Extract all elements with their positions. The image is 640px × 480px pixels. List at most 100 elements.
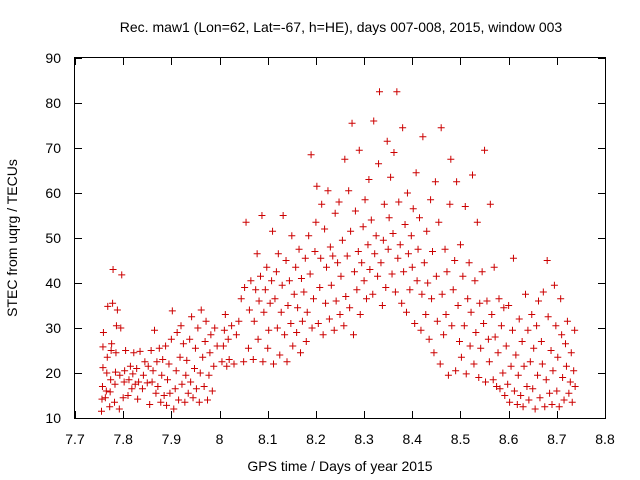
data-point (240, 358, 248, 366)
data-point (523, 383, 531, 390)
data-point (268, 277, 276, 285)
data-point (111, 398, 119, 406)
data-point (372, 232, 380, 240)
data-point (515, 315, 523, 323)
data-point (221, 311, 229, 318)
data-point (289, 342, 297, 350)
data-point (294, 304, 302, 312)
data-point (101, 394, 109, 402)
data-point (444, 371, 452, 379)
data-point (537, 338, 545, 345)
data-point (157, 398, 165, 406)
data-point (201, 338, 209, 345)
data-point (271, 295, 279, 303)
data-point (197, 306, 205, 314)
data-point (549, 367, 557, 375)
data-point (467, 308, 475, 316)
data-point (507, 362, 515, 370)
data-point (491, 333, 499, 341)
data-point (382, 284, 390, 291)
data-point (311, 248, 319, 255)
data-point (364, 241, 372, 249)
data-point (182, 371, 190, 379)
data-point (317, 254, 325, 262)
data-point (144, 362, 152, 370)
data-point (264, 344, 272, 352)
data-point (329, 252, 337, 260)
x-tick-label: 7.7 (65, 431, 85, 447)
data-point (332, 297, 340, 305)
data-point (553, 387, 561, 395)
data-point (555, 403, 563, 411)
data-point (399, 124, 407, 132)
data-point (499, 369, 507, 377)
data-point (279, 212, 287, 219)
data-point (342, 293, 350, 300)
data-point (103, 369, 111, 377)
data-point (288, 232, 296, 240)
data-point (119, 394, 127, 402)
data-point (278, 281, 286, 289)
data-point (235, 317, 243, 325)
data-point (164, 376, 172, 384)
data-point (210, 362, 218, 370)
data-point (570, 367, 578, 375)
data-point (195, 398, 203, 406)
data-point (305, 232, 313, 240)
data-point (192, 385, 200, 393)
data-point (437, 124, 445, 132)
data-point (394, 254, 402, 262)
data-point (376, 88, 384, 96)
data-point (432, 272, 440, 280)
data-point (514, 371, 522, 379)
data-point (350, 268, 358, 276)
data-point (171, 385, 179, 393)
data-point (500, 304, 508, 312)
y-tick-label: 90 (45, 50, 61, 66)
data-point (285, 277, 293, 285)
data-point (151, 326, 158, 334)
data-point (163, 401, 171, 409)
data-point (419, 133, 427, 141)
data-point (539, 288, 547, 296)
data-point (510, 387, 518, 395)
data-point (505, 302, 513, 309)
data-point (166, 389, 174, 397)
data-point (116, 371, 124, 379)
data-point (502, 342, 510, 350)
data-point (353, 286, 361, 294)
data-point (340, 322, 348, 330)
data-point (440, 331, 448, 339)
data-point (524, 326, 532, 334)
data-point (501, 392, 509, 399)
data-point (542, 376, 550, 384)
data-point (544, 313, 552, 321)
data-point (321, 225, 329, 233)
data-point (522, 290, 529, 298)
data-point (355, 146, 363, 154)
data-point (568, 398, 576, 406)
data-point (245, 306, 253, 314)
data-point (451, 257, 459, 264)
data-point (106, 403, 114, 411)
data-point (541, 403, 549, 411)
data-point (115, 405, 123, 413)
x-tick-label: 8.5 (451, 431, 471, 447)
data-point (108, 340, 116, 348)
data-point (418, 290, 426, 298)
data-point (136, 347, 144, 355)
data-point (102, 387, 110, 395)
data-point (249, 356, 257, 363)
data-point (557, 295, 565, 303)
data-point (356, 311, 364, 318)
data-point (188, 313, 196, 321)
data-point (273, 324, 281, 332)
data-point (196, 369, 204, 377)
data-point (124, 392, 132, 399)
data-point (308, 324, 316, 332)
data-point (423, 227, 431, 235)
data-point (211, 324, 219, 332)
data-point (534, 371, 542, 379)
data-point (420, 259, 428, 267)
